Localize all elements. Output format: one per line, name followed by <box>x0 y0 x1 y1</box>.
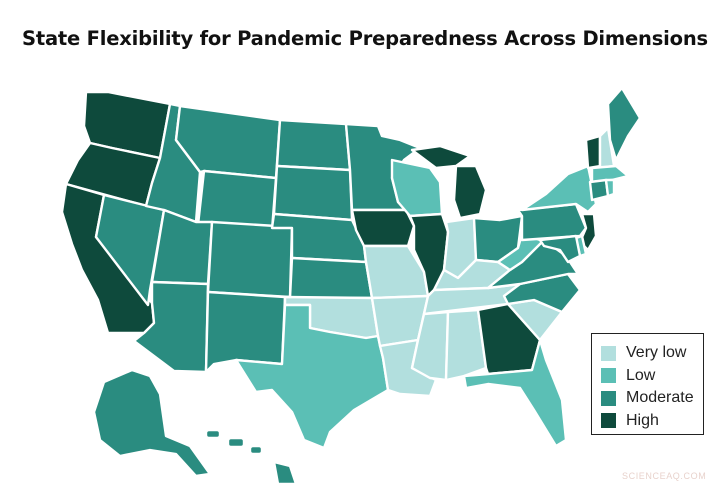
state-MI-UP <box>410 144 472 170</box>
legend-item-high: High <box>601 410 703 433</box>
state-MI <box>452 164 488 220</box>
state-IA <box>350 208 416 248</box>
state-ME <box>606 86 642 162</box>
legend-item-very-low: Very low <box>601 342 703 365</box>
state-HI-2 <box>226 436 246 449</box>
state-AK <box>92 368 212 478</box>
state-MD <box>538 234 582 264</box>
legend-label: Low <box>626 366 656 384</box>
legend-swatch-low <box>601 368 616 384</box>
state-RI <box>604 178 616 198</box>
state-SD <box>272 164 354 222</box>
state-NY <box>520 164 598 214</box>
state-TX <box>234 303 390 450</box>
legend-item-low: Low <box>601 365 703 388</box>
state-HI-3 <box>248 444 264 456</box>
legend-swatch-very-low <box>601 345 616 361</box>
watermark: SCIENCEAQ.COM <box>622 471 707 481</box>
state-VT <box>584 134 602 170</box>
state-KS <box>288 256 374 300</box>
map-legend: Very low Low Moderate High <box>591 333 704 435</box>
state-HI-1 <box>204 428 222 440</box>
legend-item-moderate: Moderate <box>601 387 703 410</box>
state-AL <box>444 308 488 382</box>
state-ND <box>275 118 352 172</box>
legend-label: Moderate <box>626 389 694 407</box>
state-HI-4 <box>272 460 298 485</box>
state-MA <box>590 164 630 184</box>
state-UT <box>150 208 214 286</box>
state-FL <box>462 338 568 448</box>
legend-label: Very low <box>626 344 687 362</box>
map-title: State Flexibility for Pandemic Preparedn… <box>22 27 708 50</box>
state-CO <box>206 220 294 299</box>
legend-swatch-moderate <box>601 390 616 406</box>
legend-swatch-high <box>601 413 616 429</box>
legend-label: High <box>626 411 659 429</box>
